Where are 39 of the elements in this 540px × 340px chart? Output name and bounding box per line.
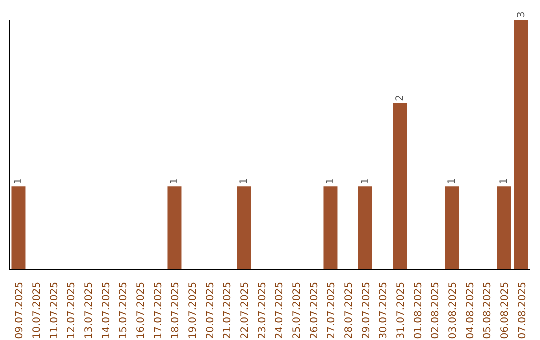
x-tick-label: 27.07.2025 <box>326 282 338 340</box>
x-tick-label: 28.07.2025 <box>344 282 355 340</box>
x-tick-label: 09.07.2025 <box>14 282 26 340</box>
x-tick-label: 13.07.2025 <box>84 282 95 340</box>
x-tick-label: 03.08.2025 <box>448 282 459 340</box>
x-tick-label: 12.07.2025 <box>66 282 78 340</box>
x-tick-label: 22.07.2025 <box>240 282 251 340</box>
x-tick-label: 16.07.2025 <box>136 282 147 340</box>
x-tick-label: 19.07.2025 <box>188 282 199 340</box>
x-tick-label: 23.07.2025 <box>257 282 268 340</box>
x-tick-label: 29.07.2025 <box>361 282 372 340</box>
x-tick-label: 18.07.2025 <box>170 282 182 340</box>
x-tick-label: 05.08.2025 <box>482 282 494 340</box>
x-tick-label: 31.07.2025 <box>396 282 407 340</box>
data-label: 2 <box>395 94 406 102</box>
x-tick-label: 04.08.2025 <box>465 282 476 340</box>
x-tick-label: 15.07.2025 <box>118 282 130 340</box>
x-tick-label: 26.07.2025 <box>309 282 320 340</box>
x-tick-label: 30.07.2025 <box>378 282 390 340</box>
x-tick-label: 10.07.2025 <box>32 282 43 340</box>
x-tick-label: 06.08.2025 <box>500 282 511 340</box>
x-tick-label: 25.07.2025 <box>292 282 303 340</box>
data-label: 1 <box>326 178 337 185</box>
x-tick-label: 07.08.2025 <box>517 282 528 340</box>
data-label: 1 <box>360 178 372 185</box>
x-tick-label: 02.08.2025 <box>430 282 442 340</box>
data-label: 1 <box>170 178 181 185</box>
data-label: 3 <box>516 12 528 18</box>
x-tick-label: 01.08.2025 <box>413 282 424 340</box>
data-label: 1 <box>499 178 510 185</box>
x-tick-label: 21.07.2025 <box>222 282 234 340</box>
x-tick-label: 17.07.2025 <box>153 282 164 340</box>
data-label: 1 <box>239 178 250 185</box>
x-tick-label: 14.07.2025 <box>101 282 112 340</box>
x-tick-label: 11.07.2025 <box>49 282 60 340</box>
data-label: 1 <box>14 178 25 185</box>
x-tick-label: 20.07.2025 <box>205 282 216 340</box>
data-label: 1 <box>447 178 458 185</box>
x-tick-label: 24.07.2025 <box>274 282 286 340</box>
